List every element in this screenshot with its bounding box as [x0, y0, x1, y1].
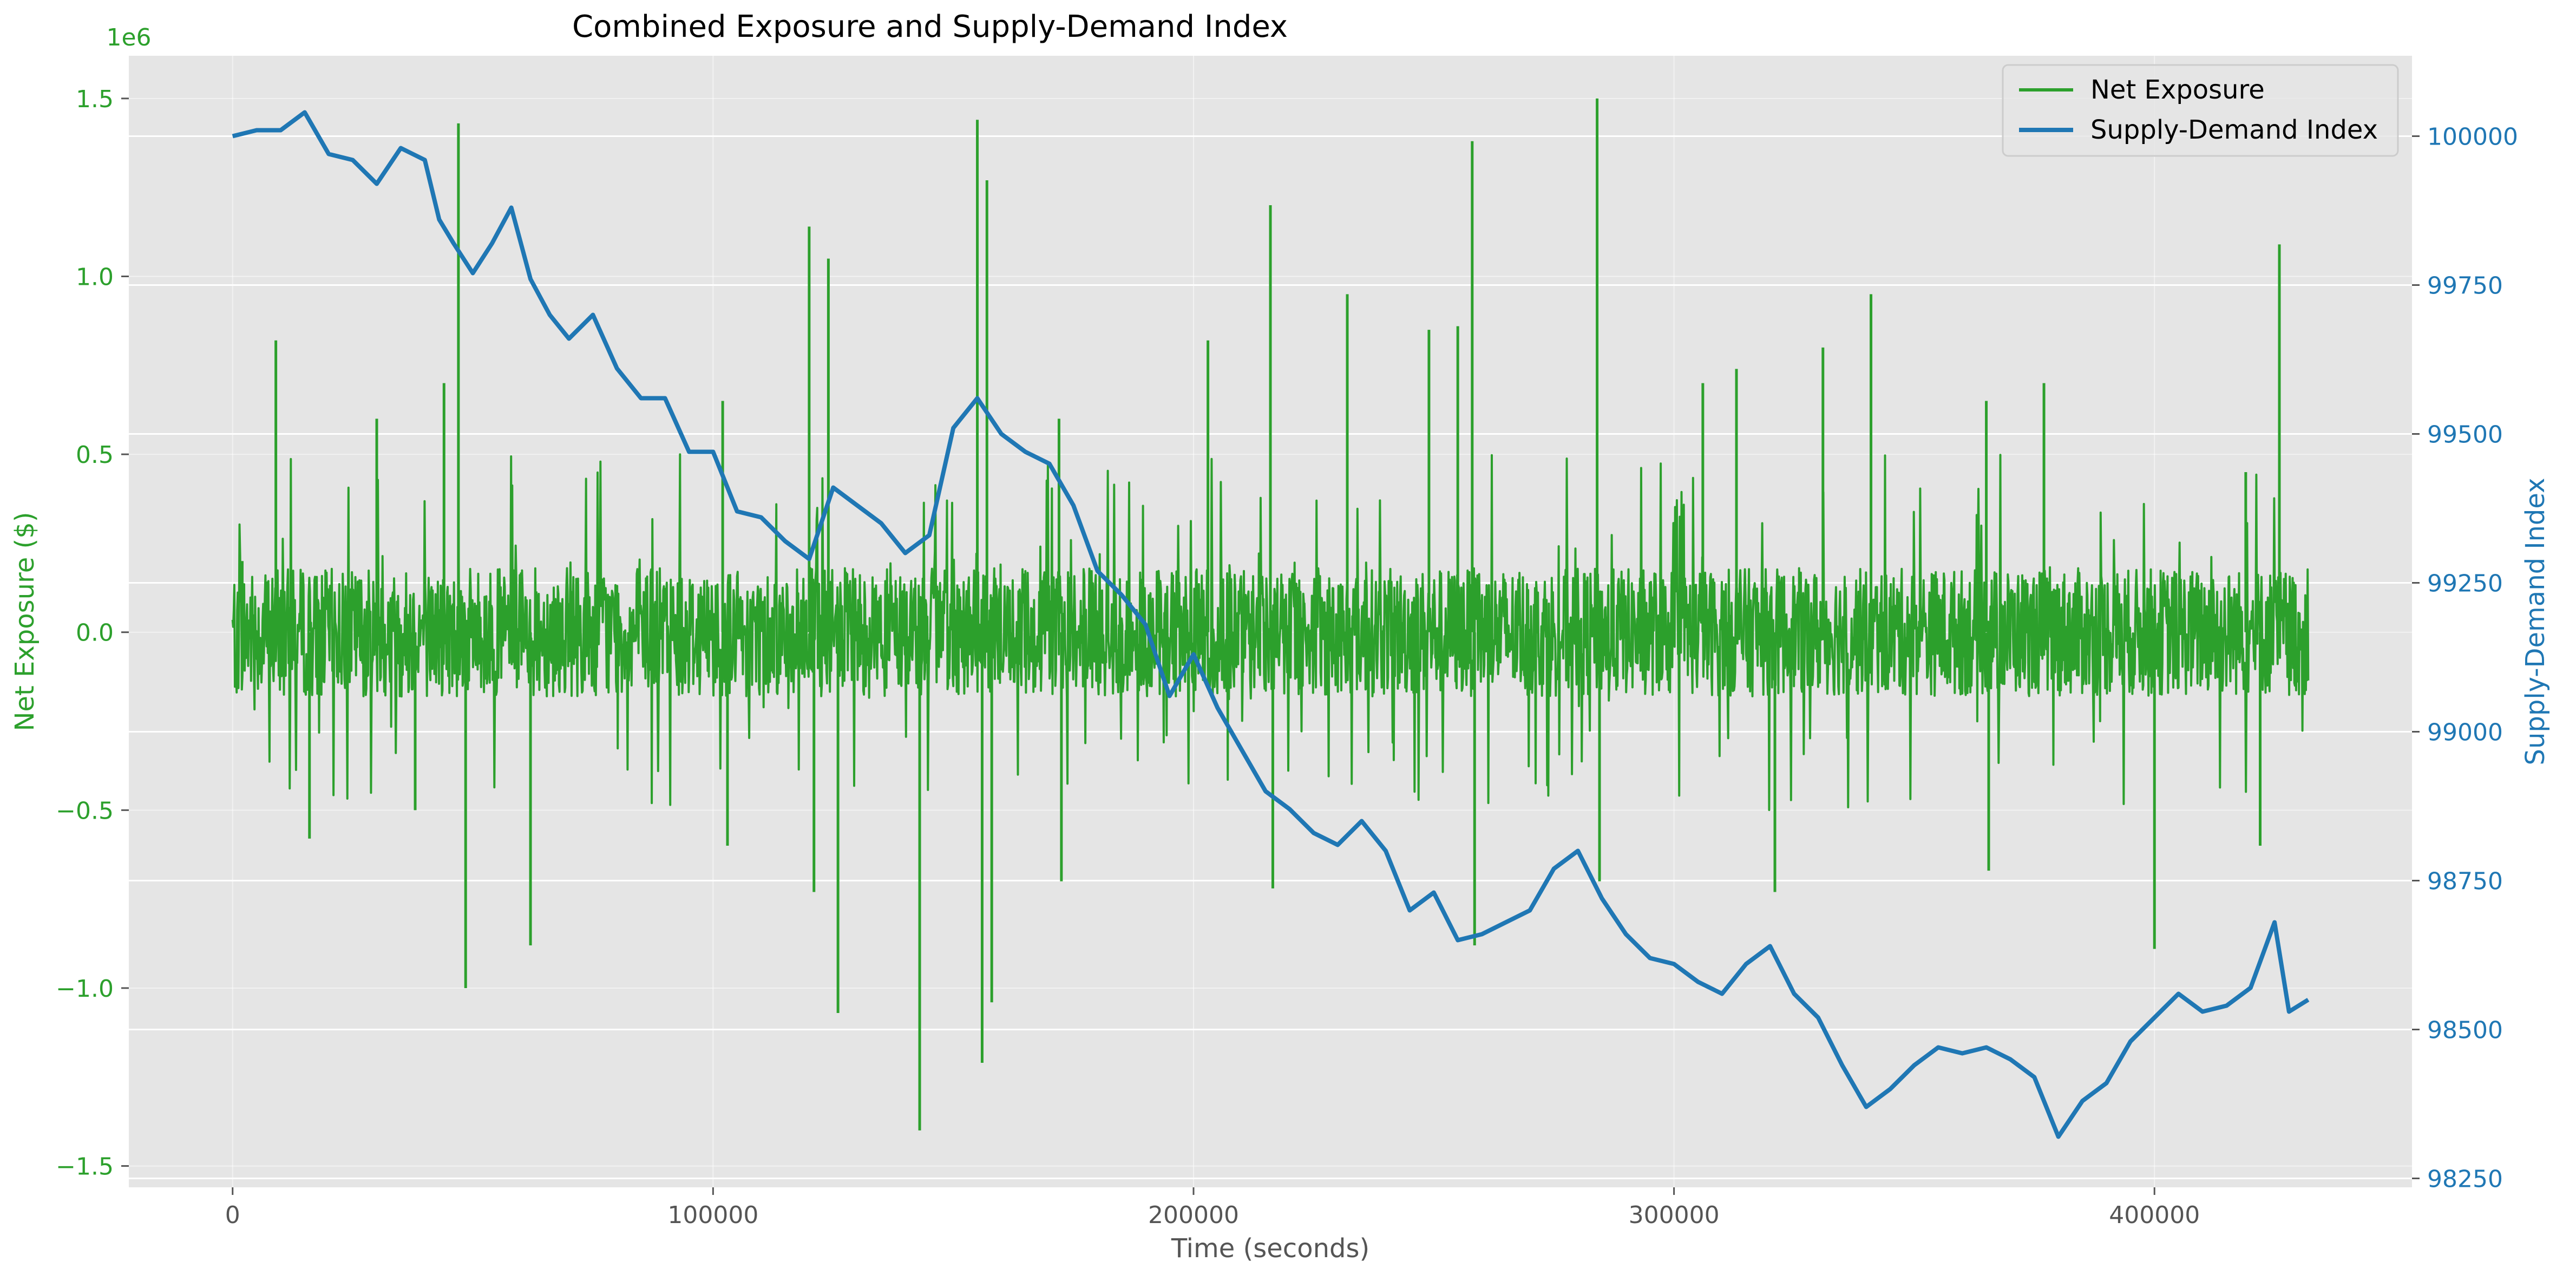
- axes: 0 100000 200000 300000 400000 −1.5 −1.0 −0.5 0.0…: [56, 86, 2518, 1229]
- supply-demand-line: [232, 110, 2310, 1139]
- legend-supply-demand-label: Supply-Demand Index: [2090, 115, 2378, 145]
- y-left-tick-label: 0.5: [76, 441, 114, 469]
- y-left-tick-label: −1.0: [56, 975, 114, 1003]
- y-right-tick-label: 98500: [2427, 1017, 2503, 1044]
- y-right-tick-label: 100000: [2427, 123, 2518, 151]
- y-right-tick-label: 98250: [2427, 1166, 2503, 1193]
- y-right-tick-label: 99000: [2427, 719, 2503, 747]
- x-tick-label: 300000: [1629, 1201, 1720, 1229]
- x-tick-label: 400000: [2109, 1201, 2200, 1229]
- y-right-tick-label: 99750: [2427, 272, 2503, 300]
- supply-demand-series: [232, 110, 2310, 1139]
- x-axis-label: Time (seconds): [1171, 1233, 1369, 1264]
- legend-box: [2002, 64, 2399, 157]
- y-left-tick-label: −0.5: [56, 797, 114, 825]
- net-exposure-series: [231, 98, 2310, 1130]
- y-left-tick-label: 1.5: [76, 86, 114, 113]
- x-tick-label: 100000: [667, 1201, 758, 1229]
- y-left-tick-label: −1.5: [56, 1153, 114, 1181]
- y-left-tick-label: 0.0: [76, 619, 114, 647]
- y-right-tick-label: 98750: [2427, 868, 2503, 896]
- x-tick-label: 200000: [1148, 1201, 1239, 1229]
- legend: Net Exposure Supply-Demand Index: [2002, 64, 2399, 157]
- chart-title: Combined Exposure and Supply-Demand Inde…: [572, 9, 1288, 44]
- y-right-tick-label: 99500: [2427, 421, 2503, 449]
- x-tick-label: 0: [225, 1201, 240, 1229]
- y-left-tick-label: 1.0: [76, 263, 114, 291]
- legend-net-exposure-label: Net Exposure: [2090, 75, 2265, 105]
- y-left-axis-label: Net Exposure ($): [10, 512, 40, 731]
- y-right-axis-label: Supply-Demand Index: [2520, 478, 2551, 766]
- y-left-offset-label: 1e6: [106, 24, 151, 51]
- y-right-tick-label: 99250: [2427, 570, 2503, 598]
